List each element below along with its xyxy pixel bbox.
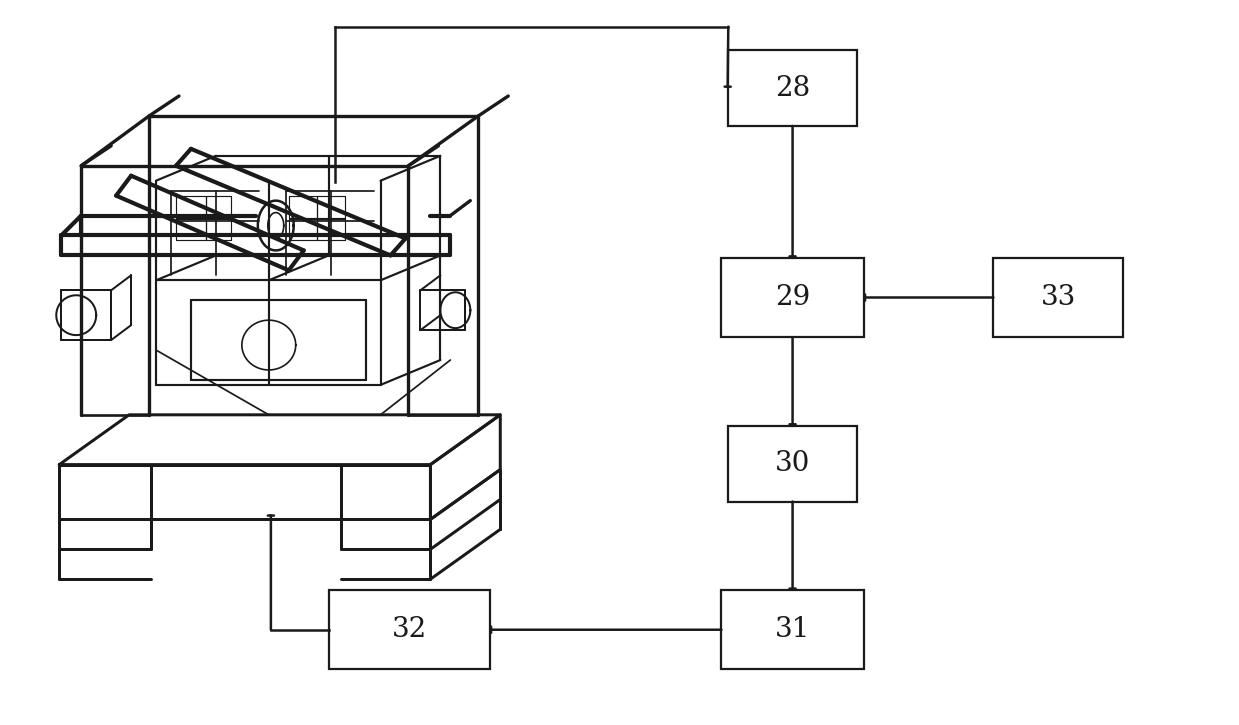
Text: 30: 30 (774, 450, 810, 477)
Bar (721, 590, 864, 669)
Text: 28: 28 (774, 75, 810, 102)
Bar (994, 258, 1124, 337)
Text: 33: 33 (1041, 284, 1075, 311)
Text: 31: 31 (774, 616, 810, 643)
Bar (727, 426, 857, 502)
Bar (330, 590, 489, 669)
Bar (727, 50, 857, 126)
Text: 29: 29 (774, 284, 810, 311)
Bar (721, 258, 864, 337)
Text: 32: 32 (392, 616, 427, 643)
